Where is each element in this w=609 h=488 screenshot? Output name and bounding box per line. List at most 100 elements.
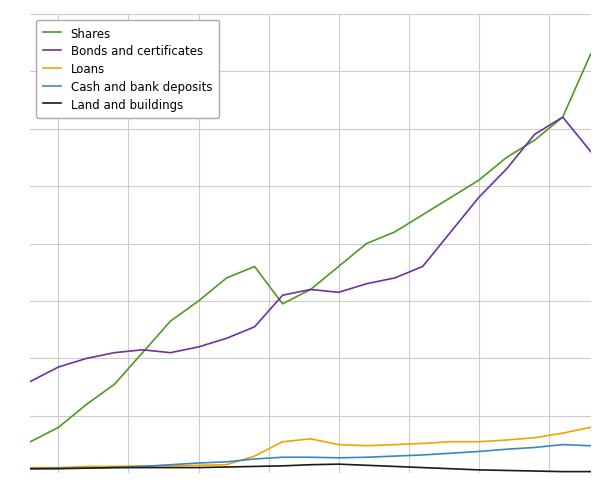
Loans xyxy=(447,439,454,445)
Bonds and certificates xyxy=(475,195,482,201)
Shares xyxy=(335,264,342,270)
Cash and bank deposits xyxy=(223,459,230,465)
Bonds and certificates xyxy=(335,290,342,296)
Land and buildings xyxy=(279,463,286,469)
Shares xyxy=(139,350,146,356)
Cash and bank deposits xyxy=(475,448,482,454)
Loans xyxy=(419,441,426,447)
Loans xyxy=(335,442,342,447)
Line: Land and buildings: Land and buildings xyxy=(30,464,591,471)
Loans xyxy=(391,442,398,447)
Bonds and certificates xyxy=(363,281,370,287)
Land and buildings xyxy=(307,462,314,468)
Land and buildings xyxy=(139,465,146,470)
Cash and bank deposits xyxy=(587,443,594,449)
Shares xyxy=(27,439,34,445)
Cash and bank deposits xyxy=(83,465,90,471)
Land and buildings xyxy=(531,468,538,474)
Land and buildings xyxy=(195,465,202,470)
Bonds and certificates xyxy=(559,115,566,121)
Land and buildings xyxy=(587,468,594,474)
Land and buildings xyxy=(503,468,510,473)
Shares xyxy=(531,138,538,143)
Bonds and certificates xyxy=(503,166,510,172)
Land and buildings xyxy=(251,464,258,469)
Bonds and certificates xyxy=(223,336,230,342)
Bonds and certificates xyxy=(419,264,426,270)
Land and buildings xyxy=(167,465,174,470)
Shares xyxy=(111,382,118,387)
Loans xyxy=(223,462,230,468)
Land and buildings xyxy=(559,468,566,474)
Bonds and certificates xyxy=(251,324,258,330)
Bonds and certificates xyxy=(391,275,398,281)
Shares xyxy=(251,264,258,270)
Shares xyxy=(55,425,62,430)
Shares xyxy=(167,319,174,325)
Loans xyxy=(587,425,594,430)
Land and buildings xyxy=(363,463,370,468)
Cash and bank deposits xyxy=(503,447,510,452)
Cash and bank deposits xyxy=(251,456,258,462)
Land and buildings xyxy=(111,465,118,470)
Loans xyxy=(83,464,90,469)
Land and buildings xyxy=(83,465,90,471)
Bonds and certificates xyxy=(83,356,90,362)
Loans xyxy=(475,439,482,445)
Cash and bank deposits xyxy=(363,454,370,460)
Cash and bank deposits xyxy=(195,460,202,466)
Loans xyxy=(195,463,202,468)
Cash and bank deposits xyxy=(279,454,286,460)
Land and buildings xyxy=(223,464,230,470)
Loans xyxy=(531,435,538,441)
Shares xyxy=(363,241,370,247)
Loans xyxy=(503,437,510,443)
Shares xyxy=(503,155,510,161)
Loans xyxy=(167,463,174,469)
Line: Bonds and certificates: Bonds and certificates xyxy=(30,118,591,382)
Bonds and certificates xyxy=(447,229,454,235)
Bonds and certificates xyxy=(307,287,314,293)
Loans xyxy=(559,430,566,436)
Land and buildings xyxy=(447,466,454,472)
Cash and bank deposits xyxy=(447,450,454,456)
Loans xyxy=(111,464,118,469)
Land and buildings xyxy=(475,467,482,473)
Cash and bank deposits xyxy=(391,453,398,459)
Line: Cash and bank deposits: Cash and bank deposits xyxy=(30,445,591,469)
Land and buildings xyxy=(55,466,62,472)
Legend: Shares, Bonds and certificates, Loans, Cash and bank deposits, Land and building: Shares, Bonds and certificates, Loans, C… xyxy=(37,20,219,119)
Cash and bank deposits xyxy=(27,466,34,472)
Shares xyxy=(195,298,202,305)
Line: Loans: Loans xyxy=(30,427,591,468)
Bonds and certificates xyxy=(55,365,62,370)
Cash and bank deposits xyxy=(531,445,538,450)
Loans xyxy=(307,436,314,442)
Land and buildings xyxy=(391,464,398,469)
Shares xyxy=(223,275,230,281)
Shares xyxy=(447,195,454,201)
Bonds and certificates xyxy=(111,350,118,356)
Bonds and certificates xyxy=(167,350,174,356)
Cash and bank deposits xyxy=(55,465,62,471)
Bonds and certificates xyxy=(279,293,286,299)
Land and buildings xyxy=(335,461,342,467)
Loans xyxy=(55,465,62,470)
Loans xyxy=(279,439,286,445)
Cash and bank deposits xyxy=(335,455,342,461)
Cash and bank deposits xyxy=(111,465,118,470)
Cash and bank deposits xyxy=(139,464,146,469)
Cash and bank deposits xyxy=(167,462,174,468)
Cash and bank deposits xyxy=(419,452,426,458)
Loans xyxy=(27,465,34,470)
Shares xyxy=(83,402,90,407)
Bonds and certificates xyxy=(27,379,34,385)
Bonds and certificates xyxy=(587,149,594,155)
Bonds and certificates xyxy=(195,345,202,350)
Shares xyxy=(391,229,398,235)
Shares xyxy=(559,115,566,121)
Shares xyxy=(587,52,594,58)
Land and buildings xyxy=(419,465,426,470)
Bonds and certificates xyxy=(531,132,538,138)
Line: Shares: Shares xyxy=(30,55,591,442)
